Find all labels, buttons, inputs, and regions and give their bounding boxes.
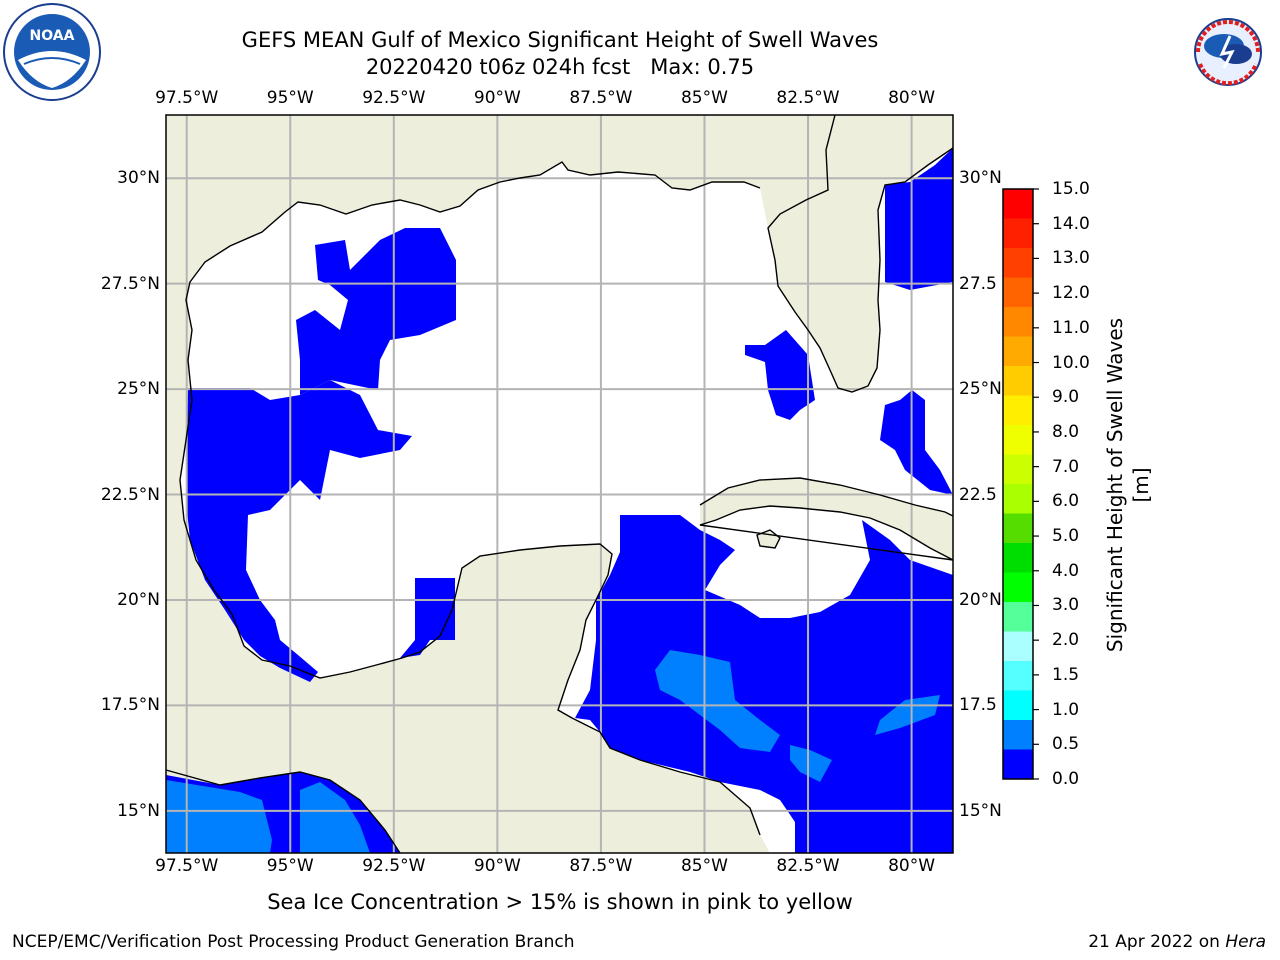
colorbar-label: 9.0 bbox=[1052, 387, 1080, 408]
colorbar-label: 0.0 bbox=[1052, 769, 1080, 789]
colorbar-segment bbox=[1003, 661, 1033, 691]
footer-date: 21 Apr 2022 on Hera bbox=[1088, 932, 1266, 952]
lat-tick-right: 15°N bbox=[959, 800, 1002, 821]
lat-tick-left: 30°N bbox=[117, 168, 160, 189]
colorbar-label: 2.0 bbox=[1052, 630, 1080, 651]
colorbar-label: 14.0 bbox=[1052, 213, 1090, 234]
graticule bbox=[166, 115, 953, 853]
swell-west-gulf bbox=[186, 380, 412, 682]
colorbar-label: 13.0 bbox=[1052, 248, 1090, 269]
colorbar-segment bbox=[1003, 218, 1033, 249]
colorbar-segment bbox=[1003, 189, 1033, 219]
chart-subtitle: 20220420 t06z 024h fcst Max: 0.75 bbox=[365, 55, 755, 79]
lat-tick-left: 20°N bbox=[117, 589, 160, 610]
colorbar-segment bbox=[1003, 513, 1033, 544]
colorbar-label: 15.0 bbox=[1052, 179, 1090, 199]
lat-tick-left: 27.5°N bbox=[100, 273, 160, 294]
swell-mid-pacific-2 bbox=[300, 782, 370, 853]
swell-bahamas bbox=[880, 390, 953, 495]
colorbar-segment bbox=[1003, 425, 1033, 455]
colorbar-title: Significant Height of Swell Waves [m] bbox=[1103, 317, 1153, 653]
colorbar-segment bbox=[1003, 543, 1033, 573]
colorbar-segment bbox=[1003, 720, 1033, 750]
lon-tick-top: 95°W bbox=[266, 88, 314, 108]
nws-logo-icon bbox=[1181, 5, 1275, 99]
lat-tick-left: 25°N bbox=[117, 379, 160, 400]
colorbar-label: 8.0 bbox=[1052, 421, 1080, 442]
noaa-logo-icon: NOAA bbox=[3, 3, 101, 101]
colorbar-segment bbox=[1003, 277, 1033, 308]
lon-tick-bottom: 87.5°W bbox=[569, 856, 633, 876]
swell-mid-caribbean-2 bbox=[790, 745, 832, 782]
colorbar-segment bbox=[1003, 395, 1033, 426]
lat-tick-right: 20°N bbox=[959, 589, 1002, 610]
lon-tick-top: 82.5°W bbox=[776, 88, 840, 108]
swell-mid-pacific bbox=[166, 780, 272, 853]
colorbar-label: 10.0 bbox=[1052, 352, 1090, 373]
lon-tick-bottom: 82.5°W bbox=[776, 856, 840, 876]
lon-tick-top: 80°W bbox=[888, 88, 936, 108]
colorbar-label: 12.0 bbox=[1052, 283, 1090, 304]
swell-campeche bbox=[400, 578, 455, 658]
swell-central-north bbox=[296, 228, 456, 395]
map-frame bbox=[165, 114, 954, 854]
colorbar-label: 11.0 bbox=[1052, 317, 1090, 338]
colorbar-segment bbox=[1003, 749, 1033, 780]
lon-tick-bottom: 80°W bbox=[888, 856, 936, 876]
colorbar-label: 0.5 bbox=[1052, 734, 1080, 755]
swell-mid-caribbean-1 bbox=[655, 650, 780, 752]
colorbar-segment bbox=[1003, 631, 1033, 662]
colorbar-label: 6.0 bbox=[1052, 491, 1080, 512]
lat-tick-left: 17.5°N bbox=[100, 695, 160, 716]
lon-tick-top: 97.5°W bbox=[155, 88, 219, 108]
lon-tick-bottom: 90°W bbox=[473, 856, 521, 876]
footer-host: Hera bbox=[1225, 932, 1266, 952]
lon-tick-bottom: 85°W bbox=[680, 856, 728, 876]
swell-atlantic-north bbox=[885, 148, 953, 290]
lon-tick-bottom: 95°W bbox=[266, 856, 314, 876]
lon-tick-bottom: 92.5°W bbox=[362, 856, 426, 876]
chart-title: GEFS MEAN Gulf of Mexico Significant Hei… bbox=[241, 28, 879, 52]
lat-tick-right: 25°N bbox=[959, 379, 1002, 400]
colorbar-segment bbox=[1003, 366, 1033, 396]
colorbar-segment bbox=[1003, 572, 1033, 603]
colorbar-segment bbox=[1003, 454, 1033, 485]
coastlines bbox=[165, 114, 954, 854]
colorbar-segment bbox=[1003, 336, 1033, 367]
colorbar-label: 5.0 bbox=[1052, 526, 1080, 547]
colorbar-label: 1.5 bbox=[1052, 664, 1080, 685]
colorbar bbox=[1002, 188, 1039, 780]
swell-south-florida-straits bbox=[745, 330, 815, 420]
colorbar-segment bbox=[1003, 484, 1033, 514]
lat-tick-left: 15°N bbox=[117, 800, 160, 821]
lon-tick-bottom: 97.5°W bbox=[155, 856, 219, 876]
lon-tick-top: 92.5°W bbox=[362, 88, 426, 108]
lon-tick-top: 85°W bbox=[680, 88, 728, 108]
lat-tick-right: 27.5 bbox=[959, 273, 997, 294]
land-us-florida bbox=[166, 115, 835, 300]
land-mexico bbox=[166, 300, 770, 853]
lat-tick-right: 22.5 bbox=[959, 484, 997, 505]
colorbar-label: 1.0 bbox=[1052, 699, 1080, 720]
noaa-logo-text: NOAA bbox=[30, 28, 75, 44]
colorbar-label: 7.0 bbox=[1052, 456, 1080, 477]
sea-ice-note: Sea Ice Concentration > 15% is shown in … bbox=[267, 890, 853, 914]
colorbar-label: 4.0 bbox=[1052, 560, 1080, 581]
footer-date-text: 21 Apr 2022 on bbox=[1088, 932, 1226, 952]
colorbar-segment bbox=[1003, 307, 1033, 337]
colorbar-label: 3.0 bbox=[1052, 595, 1080, 616]
lat-tick-right: 17.5 bbox=[959, 695, 997, 716]
colorbar-segment bbox=[1003, 248, 1033, 278]
colorbar-segment bbox=[1003, 602, 1033, 632]
colorbar-frame bbox=[1002, 188, 1034, 780]
footer-credit: NCEP/EMC/Verification Post Processing Pr… bbox=[12, 932, 575, 952]
lon-tick-top: 87.5°W bbox=[569, 88, 633, 108]
land-isla-juventud bbox=[757, 530, 780, 548]
lon-tick-top: 90°W bbox=[473, 88, 521, 108]
lat-tick-left: 22.5°N bbox=[100, 484, 160, 505]
lat-tick-right: 30°N bbox=[959, 168, 1002, 189]
colorbar-segment bbox=[1003, 690, 1033, 721]
